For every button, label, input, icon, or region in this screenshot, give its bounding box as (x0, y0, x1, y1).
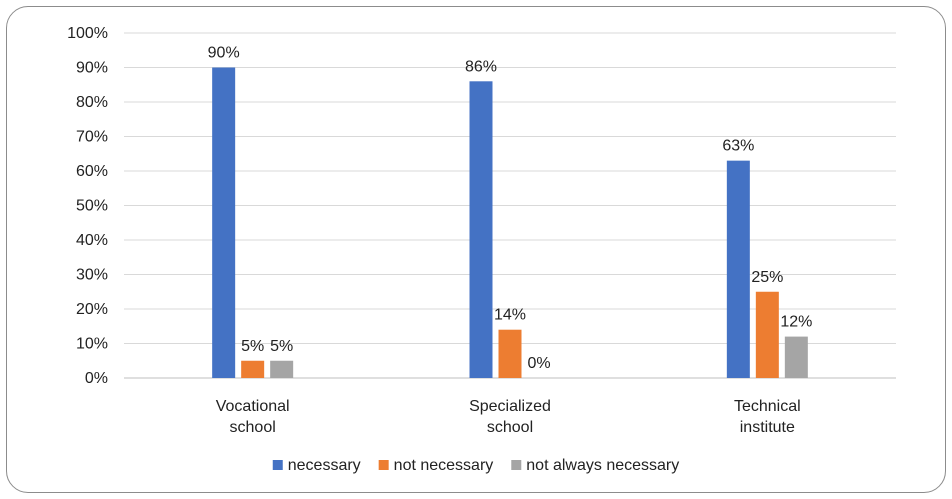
data-label: 5% (241, 338, 264, 355)
data-label: 86% (465, 58, 497, 75)
x-category-label: Vocational (216, 398, 290, 415)
legend-swatch (272, 460, 283, 470)
y-tick-label: 80% (76, 94, 108, 111)
bar-necessary (726, 160, 750, 378)
data-label: 25% (751, 269, 783, 286)
legend-label: not always necessary (526, 457, 679, 474)
data-label: 12% (780, 314, 812, 331)
data-label: 0% (527, 355, 550, 372)
data-label: 14% (494, 307, 526, 324)
y-tick-label: 100% (67, 25, 108, 42)
y-tick-label: 20% (76, 301, 108, 318)
y-tick-label: 40% (76, 232, 108, 249)
y-tick-label: 50% (76, 198, 108, 215)
bar-necessary (469, 81, 493, 379)
bar-not-necessary (755, 291, 779, 378)
y-tick-label: 60% (76, 163, 108, 180)
legend-label: necessary (288, 457, 361, 474)
y-tick-label: 70% (76, 129, 108, 146)
x-category-label: Specialized (469, 398, 551, 415)
data-label: 5% (270, 338, 293, 355)
y-tick-label: 0% (85, 370, 108, 387)
bar-not-necessary (241, 360, 265, 378)
bar-necessary (212, 67, 236, 378)
y-tick-label: 10% (76, 336, 108, 353)
data-label: 63% (722, 138, 754, 155)
legend-label: not necessary (394, 457, 494, 474)
y-tick-label: 90% (76, 60, 108, 77)
data-label: 90% (208, 45, 240, 62)
bar-not-necessary (498, 329, 522, 378)
x-category-label: school (230, 419, 276, 436)
y-tick-label: 30% (76, 267, 108, 284)
bar-not-always-necessary (784, 336, 808, 378)
x-category-label: institute (740, 419, 795, 436)
bar-not-always-necessary (270, 360, 294, 378)
legend-swatch (511, 460, 522, 470)
legend-swatch (378, 460, 389, 470)
x-category-label: Technical (734, 398, 801, 415)
x-category-label: school (487, 419, 533, 436)
